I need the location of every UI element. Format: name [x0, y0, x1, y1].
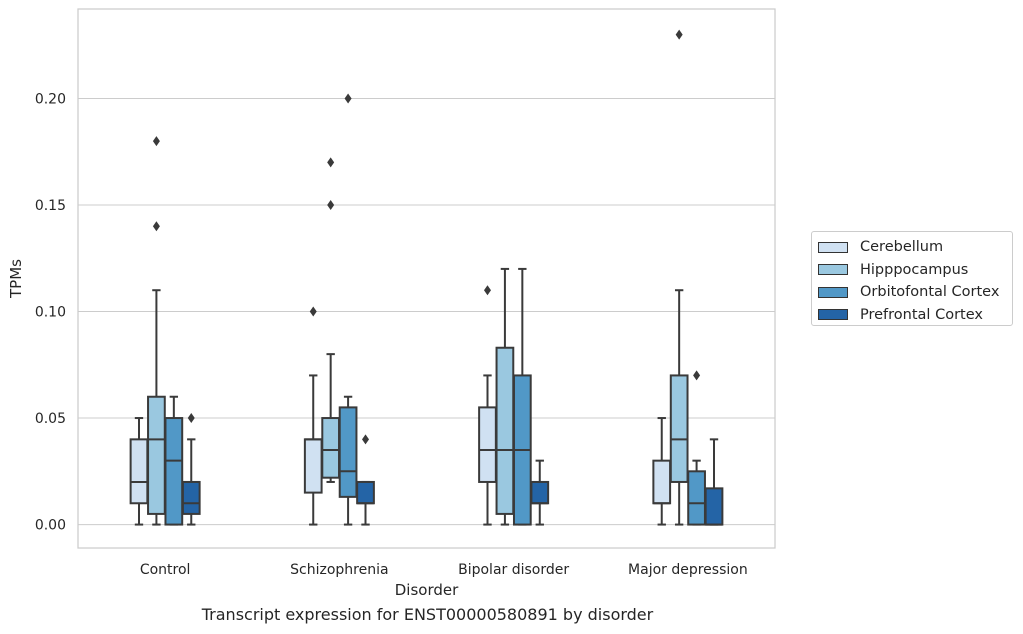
- box: [495, 346, 515, 515]
- legend-item-hippocampus: Hipppocampus: [818, 259, 1012, 282]
- outlier-point: [344, 93, 352, 104]
- box: [530, 480, 550, 505]
- legend-label-prefrontal: Prefrontal Cortex: [860, 306, 983, 323]
- box: [303, 438, 323, 494]
- x-tick-label: Schizophrenia: [290, 562, 388, 578]
- legend-item-prefrontal: Prefrontal Cortex: [818, 304, 1012, 327]
- outlier-point: [327, 200, 335, 210]
- legend-label-cerebellum: Cerebellum: [860, 239, 944, 256]
- box: [181, 480, 201, 515]
- legend-swatch-cerebellum: [818, 241, 848, 253]
- y-tick-label: 0.20: [35, 91, 66, 107]
- outlier-point: [675, 29, 683, 40]
- box: [164, 417, 184, 526]
- box: [478, 406, 497, 483]
- box: [652, 459, 672, 505]
- legend: Cerebellum Hipppocampus Orbitofontal Cor…: [811, 231, 1013, 326]
- box: [321, 417, 341, 479]
- y-tick-label: 0.00: [35, 518, 66, 534]
- plot-border: [77, 8, 776, 549]
- x-axis-label: Disorder: [395, 581, 459, 599]
- x-tick-label: Major depression: [628, 562, 748, 578]
- legend-swatch-orbitofrontal: [818, 286, 848, 298]
- outlier-point: [327, 157, 335, 168]
- outlier-point: [187, 413, 195, 424]
- legend-item-orbitofrontal: Orbitofontal Cortex: [818, 281, 1012, 304]
- outlier-point: [483, 285, 491, 296]
- box: [147, 395, 166, 515]
- legend-item-cerebellum: Cerebellum: [818, 236, 1012, 259]
- box: [704, 487, 724, 526]
- legend-label-hippocampus: Hipppocampus: [860, 261, 969, 278]
- box: [669, 374, 689, 483]
- y-tick-label: 0.15: [35, 198, 66, 214]
- outlier-point: [152, 221, 160, 232]
- outlier-point: [693, 370, 701, 381]
- outlier-point: [309, 306, 317, 317]
- y-tick-label: 0.10: [35, 305, 66, 321]
- x-tick-label: Bipolar disorder: [458, 562, 569, 578]
- box: [129, 438, 149, 505]
- outlier-point: [362, 434, 370, 445]
- box: [356, 480, 375, 505]
- legend-swatch-hippocampus: [818, 264, 848, 276]
- y-tick-label: 0.05: [35, 411, 66, 427]
- outlier-point: [152, 136, 160, 147]
- box: [338, 406, 358, 498]
- legend-swatch-prefrontal: [818, 309, 848, 321]
- box: [687, 470, 706, 526]
- x-tick-label: Control: [140, 562, 191, 578]
- chart-caption: Transcript expression for ENST0000058089…: [201, 605, 654, 624]
- legend-label-orbitofrontal: Orbitofontal Cortex: [860, 284, 1000, 301]
- y-axis-label: TPMs: [7, 259, 25, 299]
